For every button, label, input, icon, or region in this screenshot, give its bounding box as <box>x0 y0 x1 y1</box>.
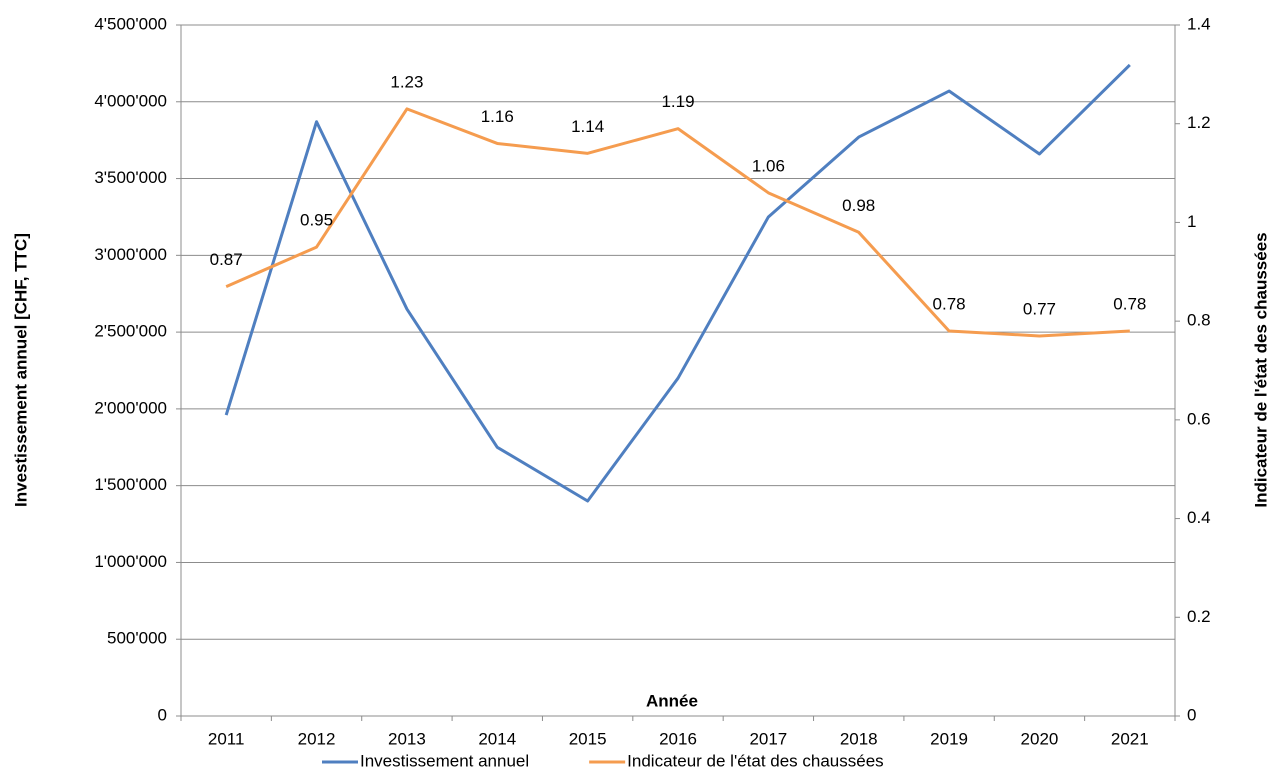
data-label: 0.78 <box>933 294 966 313</box>
x-tick-label: 2013 <box>388 729 426 748</box>
y-tick-label: 500'000 <box>107 629 167 648</box>
y2-tick-label: 1.4 <box>1187 14 1211 33</box>
y-axis-title: Investissement annuel [CHF, TTC] <box>11 233 30 507</box>
x-tick-label: 2019 <box>930 729 968 748</box>
legend-label: Investissement annuel <box>360 751 529 769</box>
x-tick-label: 2012 <box>298 729 336 748</box>
data-label: 0.78 <box>1113 294 1146 313</box>
y-tick-label: 3'500'000 <box>94 168 167 187</box>
legend-label: Indicateur de l'état des chaussées <box>627 751 884 769</box>
x-tick-label: 2011 <box>208 729 245 748</box>
data-label: 0.77 <box>1023 299 1056 318</box>
line-series <box>225 107 1130 338</box>
y2-tick-label: 0 <box>1187 705 1196 724</box>
x-tick-label: 2021 <box>1111 729 1149 748</box>
y-tick-label: 1'000'000 <box>94 552 167 571</box>
x-tick-label: 2015 <box>569 729 607 748</box>
y-tick-label: 4'500'000 <box>94 14 167 33</box>
x-tick-label: 2018 <box>840 729 878 748</box>
y2-tick-label: 0.4 <box>1187 508 1211 527</box>
x-tick-label: 2014 <box>478 729 516 748</box>
line-series <box>224 63 1131 503</box>
data-label: 1.16 <box>481 107 514 126</box>
data-label: 1.23 <box>390 72 423 91</box>
data-label: 1.19 <box>661 92 694 111</box>
x-tick-label: 2016 <box>659 729 697 748</box>
data-label: 0.98 <box>842 196 875 215</box>
y2-tick-label: 0.2 <box>1187 607 1211 626</box>
data-label: 1.06 <box>752 156 785 175</box>
data-label: 0.87 <box>210 250 243 269</box>
y2-axis-title: Indicateur de l'état des chaussées <box>1251 232 1270 507</box>
y-tick-label: 2'000'000 <box>94 398 167 417</box>
y2-tick-label: 0.8 <box>1187 311 1211 330</box>
y-tick-label: 4'000'000 <box>94 91 167 110</box>
x-axis-title: Année <box>646 691 698 710</box>
x-tick-label: 2017 <box>749 729 787 748</box>
y-tick-label: 1'500'000 <box>94 475 167 494</box>
y-tick-label: 0 <box>158 705 167 724</box>
y-tick-label: 2'500'000 <box>94 322 167 341</box>
y-tick-label: 3'000'000 <box>94 245 167 264</box>
data-label: 1.14 <box>571 117 604 136</box>
data-label: 0.95 <box>300 211 333 230</box>
y2-tick-label: 0.6 <box>1187 409 1211 428</box>
y2-tick-label: 1 <box>1187 212 1196 231</box>
y2-tick-label: 1.2 <box>1187 113 1211 132</box>
x-tick-label: 2020 <box>1021 729 1059 748</box>
